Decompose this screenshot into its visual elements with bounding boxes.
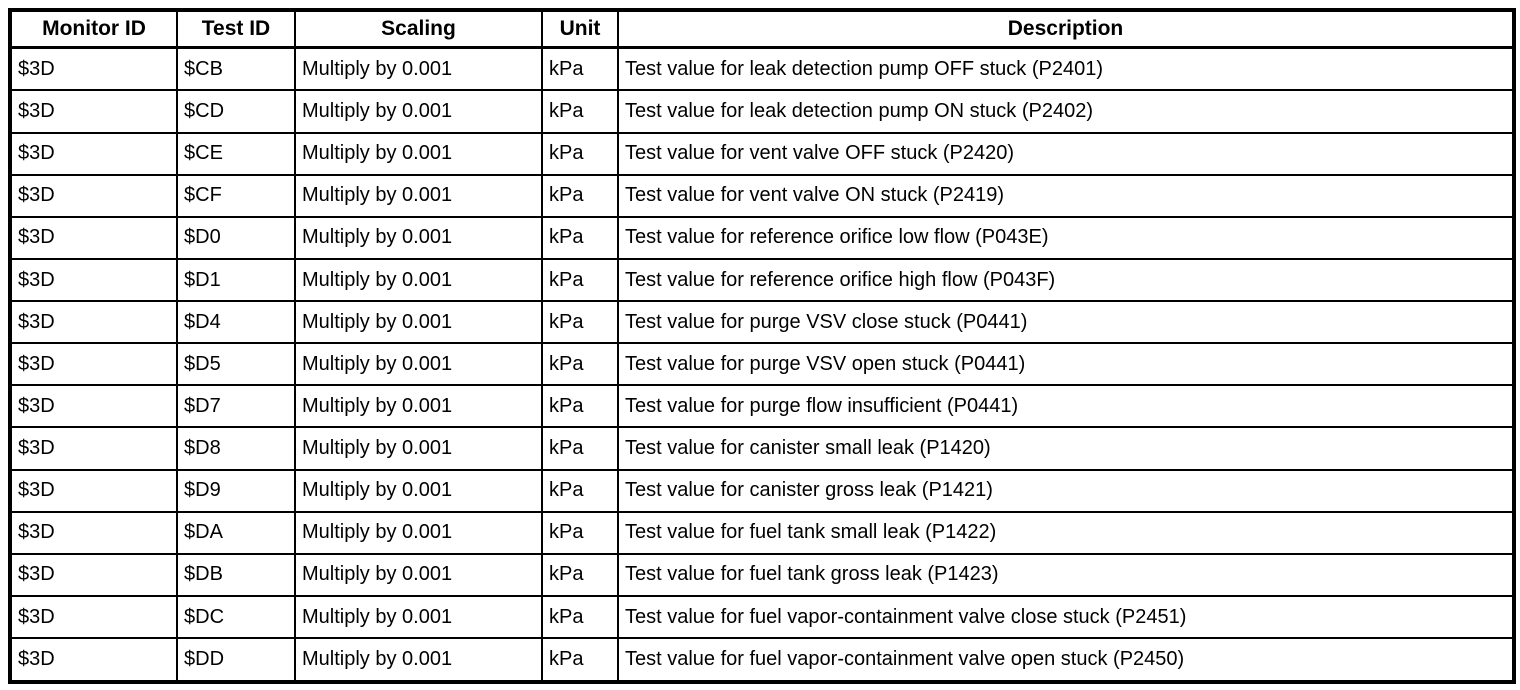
cell-description: Test value for vent valve OFF stuck (P24… (617, 131, 1515, 176)
table-row: $3D $CE Multiply by 0.001 kPa Test value… (9, 131, 1515, 176)
cell-scaling: Multiply by 0.001 (294, 131, 543, 176)
cell-test-id: $DA (176, 510, 296, 555)
cell-scaling: Multiply by 0.001 (294, 594, 543, 640)
cell-scaling: Multiply by 0.001 (294, 426, 543, 471)
cell-test-id: $CE (176, 131, 296, 176)
cell-monitor-id: $3D (9, 300, 178, 345)
cell-unit: kPa (541, 257, 619, 303)
cell-monitor-id: $3D (9, 215, 178, 260)
cell-monitor-id: $3D (9, 552, 178, 597)
cell-description: Test value for fuel vapor-containment va… (617, 594, 1515, 640)
table-row: $3D $CB Multiply by 0.001 kPa Test value… (9, 46, 1515, 92)
cell-scaling: Multiply by 0.001 (294, 342, 543, 387)
cell-unit: kPa (541, 426, 619, 471)
cell-monitor-id: $3D (9, 89, 178, 134)
cell-scaling: Multiply by 0.001 (294, 46, 543, 92)
cell-test-id: $D5 (176, 342, 296, 387)
test-values-table: Monitor ID Test ID Scaling Unit Descript… (8, 8, 1516, 684)
cell-unit: kPa (541, 594, 619, 640)
cell-description: Test value for reference orifice low flo… (617, 215, 1515, 260)
cell-test-id: $D7 (176, 384, 296, 429)
table-row: $3D $D7 Multiply by 0.001 kPa Test value… (9, 384, 1515, 429)
cell-unit: kPa (541, 468, 619, 513)
cell-unit: kPa (541, 552, 619, 597)
cell-monitor-id: $3D (9, 257, 178, 303)
table-row: $3D $DD Multiply by 0.001 kPa Test value… (9, 637, 1515, 683)
cell-monitor-id: $3D (9, 510, 178, 555)
cell-description: Test value for vent valve ON stuck (P241… (617, 173, 1515, 218)
cell-unit: kPa (541, 342, 619, 387)
cell-scaling: Multiply by 0.001 (294, 637, 543, 683)
cell-unit: kPa (541, 215, 619, 260)
cell-monitor-id: $3D (9, 131, 178, 176)
cell-test-id: $DD (176, 637, 296, 683)
cell-test-id: $CB (176, 46, 296, 92)
cell-unit: kPa (541, 173, 619, 218)
cell-scaling: Multiply by 0.001 (294, 257, 543, 303)
cell-monitor-id: $3D (9, 468, 178, 513)
cell-test-id: $CD (176, 89, 296, 134)
column-header-test-id: Test ID (176, 9, 296, 49)
cell-test-id: $D1 (176, 257, 296, 303)
cell-unit: kPa (541, 637, 619, 683)
cell-monitor-id: $3D (9, 594, 178, 640)
cell-unit: kPa (541, 510, 619, 555)
cell-test-id: $D8 (176, 426, 296, 471)
cell-unit: kPa (541, 300, 619, 345)
cell-test-id: $D0 (176, 215, 296, 260)
table-row: $3D $D5 Multiply by 0.001 kPa Test value… (9, 342, 1515, 387)
column-header-monitor-id: Monitor ID (9, 9, 178, 49)
table-row: $3D $CD Multiply by 0.001 kPa Test value… (9, 89, 1515, 134)
cell-unit: kPa (541, 89, 619, 134)
table-row: $3D $D4 Multiply by 0.001 kPa Test value… (9, 300, 1515, 345)
cell-description: Test value for canister small leak (P142… (617, 426, 1515, 471)
cell-test-id: $DB (176, 552, 296, 597)
cell-description: Test value for fuel tank small leak (P14… (617, 510, 1515, 555)
cell-monitor-id: $3D (9, 46, 178, 92)
table-row: $3D $D1 Multiply by 0.001 kPa Test value… (9, 257, 1515, 303)
cell-scaling: Multiply by 0.001 (294, 300, 543, 345)
table-body: $3D $CB Multiply by 0.001 kPa Test value… (9, 46, 1515, 683)
cell-monitor-id: $3D (9, 173, 178, 218)
table-row: $3D $DA Multiply by 0.001 kPa Test value… (9, 510, 1515, 555)
cell-description: Test value for fuel vapor-containment va… (617, 637, 1515, 683)
cell-monitor-id: $3D (9, 426, 178, 471)
table-row: $3D $DB Multiply by 0.001 kPa Test value… (9, 552, 1515, 597)
cell-scaling: Multiply by 0.001 (294, 89, 543, 134)
cell-scaling: Multiply by 0.001 (294, 468, 543, 513)
cell-description: Test value for canister gross leak (P142… (617, 468, 1515, 513)
cell-test-id: $CF (176, 173, 296, 218)
cell-unit: kPa (541, 131, 619, 176)
table-row: $3D $DC Multiply by 0.001 kPa Test value… (9, 594, 1515, 640)
cell-test-id: $D9 (176, 468, 296, 513)
cell-description: Test value for fuel tank gross leak (P14… (617, 552, 1515, 597)
cell-description: Test value for reference orifice high fl… (617, 257, 1515, 303)
cell-monitor-id: $3D (9, 342, 178, 387)
cell-description: Test value for purge VSV close stuck (P0… (617, 300, 1515, 345)
cell-description: Test value for leak detection pump ON st… (617, 89, 1515, 134)
cell-description: Test value for purge VSV open stuck (P04… (617, 342, 1515, 387)
cell-scaling: Multiply by 0.001 (294, 384, 543, 429)
cell-test-id: $D4 (176, 300, 296, 345)
cell-scaling: Multiply by 0.001 (294, 173, 543, 218)
table-row: $3D $CF Multiply by 0.001 kPa Test value… (9, 173, 1515, 218)
column-header-description: Description (617, 9, 1515, 49)
cell-test-id: $DC (176, 594, 296, 640)
cell-unit: kPa (541, 384, 619, 429)
table-row: $3D $D0 Multiply by 0.001 kPa Test value… (9, 215, 1515, 260)
cell-description: Test value for leak detection pump OFF s… (617, 46, 1515, 92)
table-row: $3D $D9 Multiply by 0.001 kPa Test value… (9, 468, 1515, 513)
column-header-unit: Unit (541, 9, 619, 49)
cell-scaling: Multiply by 0.001 (294, 510, 543, 555)
cell-scaling: Multiply by 0.001 (294, 215, 543, 260)
header-row: Monitor ID Test ID Scaling Unit Descript… (9, 9, 1515, 49)
cell-monitor-id: $3D (9, 384, 178, 429)
table-row: $3D $D8 Multiply by 0.001 kPa Test value… (9, 426, 1515, 471)
cell-monitor-id: $3D (9, 637, 178, 683)
cell-scaling: Multiply by 0.001 (294, 552, 543, 597)
cell-description: Test value for purge flow insufficient (… (617, 384, 1515, 429)
column-header-scaling: Scaling (294, 9, 543, 49)
cell-unit: kPa (541, 46, 619, 92)
